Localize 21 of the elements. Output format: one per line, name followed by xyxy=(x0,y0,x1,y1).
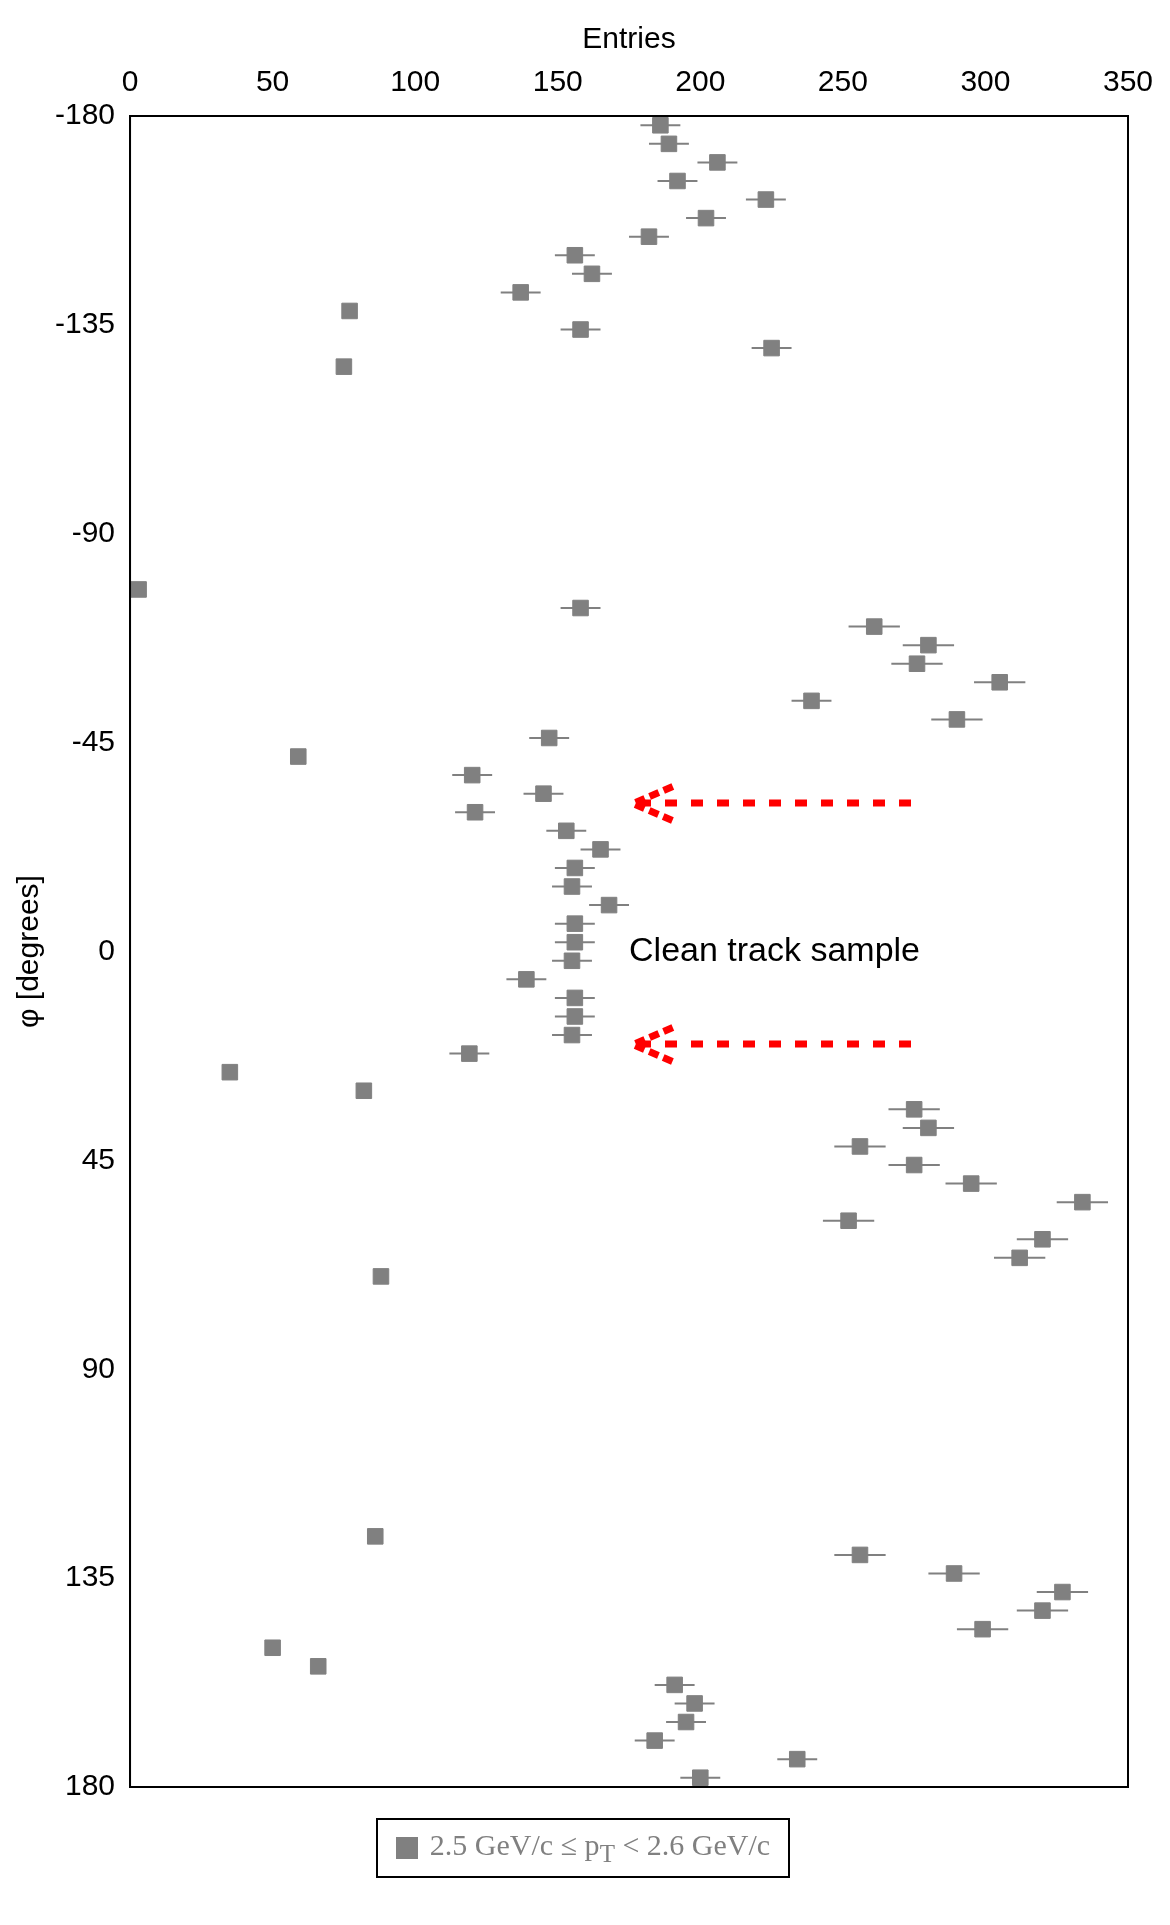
y-tick-label: 45 xyxy=(81,1141,116,1175)
legend-label: 2.5 GeV/c ≤ p$_{T}$ < 2.6 GeV/c xyxy=(429,1828,771,1868)
x-tick-label: 50 xyxy=(255,64,290,98)
y-tick-label: 0 xyxy=(98,932,116,966)
y-tick-label: 180 xyxy=(64,1768,116,1802)
x-axis-title: Entries xyxy=(582,21,676,55)
x-tick-label: 300 xyxy=(960,64,1011,98)
x-tick-label: 0 xyxy=(121,64,139,98)
y-tick-label: -180 xyxy=(55,97,116,131)
y-tick-label: -90 xyxy=(71,515,116,549)
x-tick-label: 350 xyxy=(1102,64,1154,98)
x-tick-label: 250 xyxy=(817,64,868,98)
y-tick-label: -45 xyxy=(71,723,116,757)
x-tick-label: 150 xyxy=(532,64,583,98)
x-tick-label: 100 xyxy=(390,64,441,98)
annotation: Clean track sample xyxy=(629,929,921,968)
x-tick-label: 200 xyxy=(675,64,726,98)
y-tick-label: 135 xyxy=(64,1559,116,1593)
y-tick-label: -135 xyxy=(55,306,116,340)
y-tick-label: 90 xyxy=(81,1350,116,1384)
y-axis-title: φ [degrees] xyxy=(11,875,45,1028)
